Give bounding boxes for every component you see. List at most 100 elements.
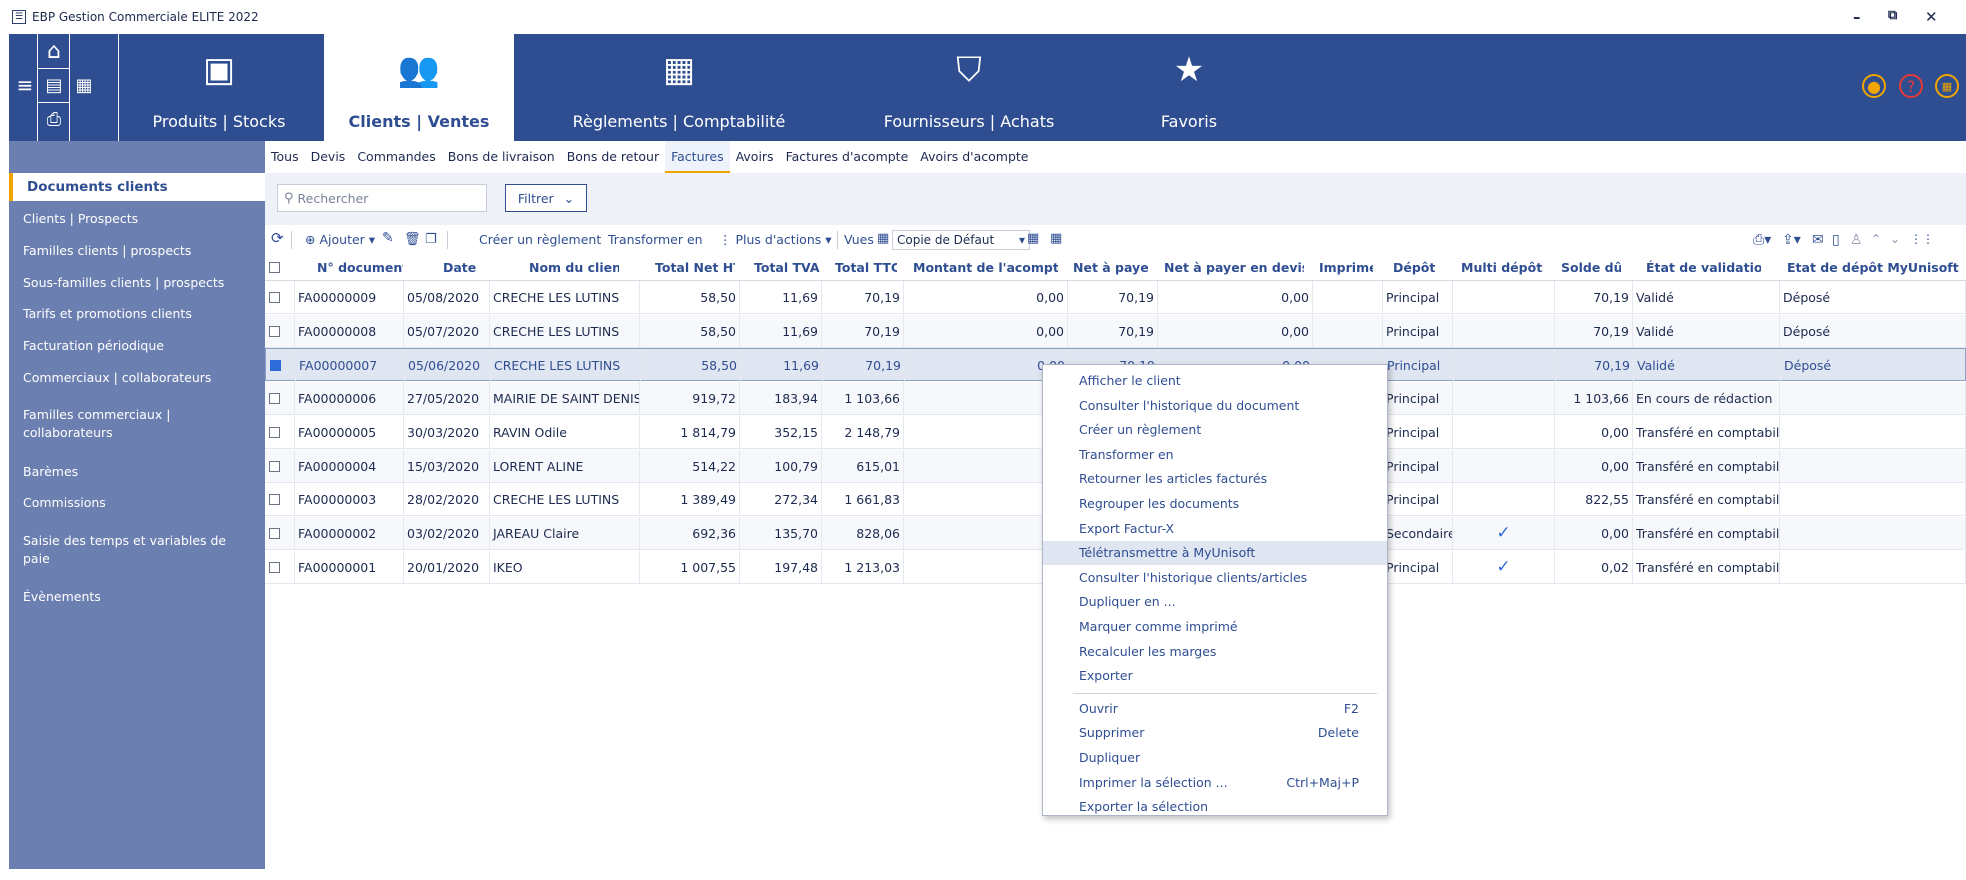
sidebar-item[interactable]: Tarifs et promotions clients bbox=[23, 306, 192, 321]
sidebar-item[interactable]: Sous-familles clients | prospects bbox=[23, 275, 225, 290]
more-actions-button[interactable]: ⋮ Plus d'actions ▾ bbox=[719, 232, 832, 247]
menu-item[interactable]: Retourner les articles facturés bbox=[1079, 471, 1268, 487]
col-header-depot[interactable]: Dépôt bbox=[1393, 260, 1435, 275]
row-checkbox[interactable] bbox=[269, 325, 280, 337]
module-tab-suppliers[interactable]: ⛉ Fournisseurs | Achats bbox=[869, 34, 1069, 141]
user-icon[interactable]: ♙ bbox=[1850, 232, 1863, 248]
sidebar-item[interactable]: Saisie des temps et variables de paie bbox=[23, 533, 227, 566]
sidebar-item[interactable]: Commerciaux | collaborateurs bbox=[23, 370, 212, 385]
tab-avoirs-acompte[interactable]: Avoirs d'acompte bbox=[920, 149, 1029, 164]
row-checkbox[interactable] bbox=[269, 527, 280, 539]
tab-tous[interactable]: Tous bbox=[271, 149, 299, 164]
menu-item[interactable]: Dupliquer en ... bbox=[1079, 594, 1176, 610]
sidebar-item[interactable]: Barèmes bbox=[23, 464, 79, 479]
col-header-multi-depots[interactable]: Multi dépôts bbox=[1461, 260, 1543, 275]
tab-factures-acompte[interactable]: Factures d'acompte bbox=[785, 149, 909, 164]
apps-icon[interactable]: ▦ bbox=[1935, 74, 1959, 98]
col-header-net[interactable]: Net à payer bbox=[1073, 260, 1148, 275]
home-icon[interactable]: ⌂ bbox=[39, 36, 69, 66]
filter-dropdown[interactable]: Filtrer ⌄ bbox=[505, 184, 587, 212]
address-book-icon[interactable]: ▤ bbox=[39, 70, 69, 100]
view-grid-icon[interactable]: ▦ bbox=[1050, 231, 1063, 246]
col-header-total-tva[interactable]: Total TVA bbox=[754, 260, 820, 275]
row-checkbox[interactable] bbox=[269, 393, 280, 405]
edit-icon[interactable]: ✎ bbox=[382, 230, 394, 246]
tab-factures[interactable]: Factures bbox=[665, 141, 730, 173]
col-header-acompte[interactable]: Montant de l'acompte bbox=[913, 260, 1058, 275]
menu-item[interactable]: Regrouper les documents bbox=[1079, 496, 1240, 511]
expand-icon[interactable]: ⌃ bbox=[1871, 232, 1882, 246]
col-header-validation[interactable]: État de validation bbox=[1646, 260, 1761, 275]
col-header-myunisoft[interactable]: Etat de dépôt MyUnisoft bbox=[1787, 260, 1959, 275]
search-input[interactable]: ⚲ Rechercher bbox=[277, 184, 487, 212]
sidebar-item-documents-clients[interactable]: Documents clients bbox=[9, 173, 265, 201]
tab-commandes[interactable]: Commandes bbox=[357, 149, 436, 164]
transform-button[interactable]: Transformer en bbox=[608, 232, 703, 247]
tab-devis[interactable]: Devis bbox=[310, 149, 346, 164]
menu-item[interactable]: Supprimer Delete bbox=[1043, 721, 1387, 745]
module-tab-clients[interactable]: 👥 Clients | Ventes bbox=[324, 34, 514, 141]
table-row[interactable]: FA00000009 05/08/2020 CRECHE LES LUTINS 58,… bbox=[265, 281, 1966, 314]
sidebar-item[interactable]: Évènements bbox=[23, 589, 101, 604]
row-checkbox[interactable] bbox=[269, 426, 280, 438]
minimize-button[interactable]: – bbox=[1853, 8, 1861, 26]
print-icon[interactable]: ⎙▾ bbox=[1753, 232, 1772, 248]
menu-item[interactable]: Imprimer la sélection ... Ctrl+Maj+P bbox=[1043, 771, 1387, 795]
close-button[interactable]: ✕ bbox=[1925, 8, 1938, 26]
duplicate-icon[interactable]: ❐ bbox=[425, 232, 437, 247]
col-header-total-ht[interactable]: Total Net HT bbox=[655, 260, 735, 275]
views-select[interactable]: Copie de Défaut ▾ bbox=[892, 230, 1030, 250]
help-icon[interactable]: ? bbox=[1899, 74, 1923, 98]
col-header-document[interactable]: N° document ▼ bbox=[317, 260, 403, 275]
refresh-icon[interactable]: ⟳ bbox=[271, 229, 284, 247]
col-header-date[interactable]: Date bbox=[443, 260, 477, 275]
col-header-devise[interactable]: Net à payer en devise bbox=[1164, 260, 1304, 275]
row-checkbox[interactable] bbox=[269, 494, 280, 506]
menu-item[interactable]: Recalculer les marges bbox=[1079, 643, 1217, 659]
menu-item[interactable]: Marquer comme imprimé bbox=[1079, 619, 1238, 634]
restore-button[interactable]: ⧉ bbox=[1888, 8, 1898, 23]
sidebar-item[interactable]: Familles clients | prospects bbox=[23, 243, 192, 258]
table-row[interactable]: FA00000008 05/07/2020 CRECHE LES LUTINS 58,… bbox=[265, 314, 1966, 348]
sidebar-item[interactable]: Facturation périodique bbox=[23, 338, 164, 353]
module-tab-products[interactable]: ▣ Produits | Stocks bbox=[119, 34, 319, 141]
row-checkbox[interactable] bbox=[269, 561, 280, 573]
tab-bons-livraison[interactable]: Bons de livraison bbox=[447, 149, 555, 164]
tab-avoirs[interactable]: Avoirs bbox=[735, 149, 774, 164]
menu-item[interactable]: Ouvrir F2 bbox=[1043, 697, 1387, 721]
email-icon[interactable]: ✉ bbox=[1812, 232, 1824, 248]
create-payment-button[interactable]: Créer un règlement bbox=[479, 232, 602, 247]
delete-icon[interactable]: 🗑 bbox=[404, 232, 421, 247]
menu-item[interactable]: Dupliquer bbox=[1043, 746, 1387, 770]
notification-icon[interactable]: ● bbox=[1862, 74, 1886, 98]
select-all-checkbox[interactable] bbox=[269, 262, 280, 273]
col-header-imprime[interactable]: Imprimé bbox=[1319, 260, 1373, 275]
menu-item[interactable]: Consulter l'historique du document bbox=[1079, 397, 1300, 413]
sidebar-item[interactable]: Commissions bbox=[23, 495, 106, 510]
menu-item[interactable]: Export Factur-X bbox=[1079, 520, 1175, 536]
mobile-icon[interactable]: ▯ bbox=[1832, 232, 1840, 248]
row-checkbox[interactable] bbox=[269, 292, 280, 303]
printer-icon[interactable]: ⎙ bbox=[39, 104, 69, 134]
tab-bons-retour[interactable]: Bons de retour bbox=[566, 149, 660, 164]
hamburger-menu-icon[interactable]: ≡ bbox=[13, 70, 37, 100]
col-header-solde[interactable]: Solde dû bbox=[1561, 260, 1621, 275]
menu-item[interactable]: Exporter bbox=[1079, 668, 1133, 684]
menu-item[interactable]: Télétransmettre à MyUnisoft bbox=[1043, 541, 1387, 566]
menu-item[interactable]: Exporter la sélection bbox=[1043, 795, 1387, 819]
module-tab-payments[interactable]: ▦ Règlements | Comptabilité bbox=[569, 34, 789, 141]
col-header-total-ttc[interactable]: Total TTC bbox=[835, 260, 897, 275]
sidebar-item[interactable]: Clients | Prospects bbox=[23, 211, 139, 226]
columns-icon[interactable]: ⋮⋮ bbox=[1910, 232, 1934, 246]
menu-item[interactable]: Consulter l'historique clients/articles bbox=[1079, 569, 1308, 585]
module-tab-favorites[interactable]: ★ Favoris bbox=[1129, 34, 1249, 141]
row-checkbox[interactable] bbox=[269, 460, 280, 472]
menu-item[interactable]: Afficher le client bbox=[1079, 373, 1181, 388]
add-button[interactable]: ⊕ Ajouter ▾ bbox=[305, 232, 376, 247]
col-header-client[interactable]: Nom du client bbox=[529, 260, 619, 275]
menu-item[interactable]: Créer un règlement bbox=[1079, 422, 1202, 438]
upload-icon[interactable]: ⇪▾ bbox=[1782, 232, 1801, 248]
view-settings-icon[interactable]: ▦ bbox=[1027, 231, 1040, 246]
calendar-icon[interactable]: ▦ bbox=[69, 70, 99, 100]
sidebar-item[interactable]: Familles commerciaux | collaborateurs bbox=[23, 407, 171, 440]
